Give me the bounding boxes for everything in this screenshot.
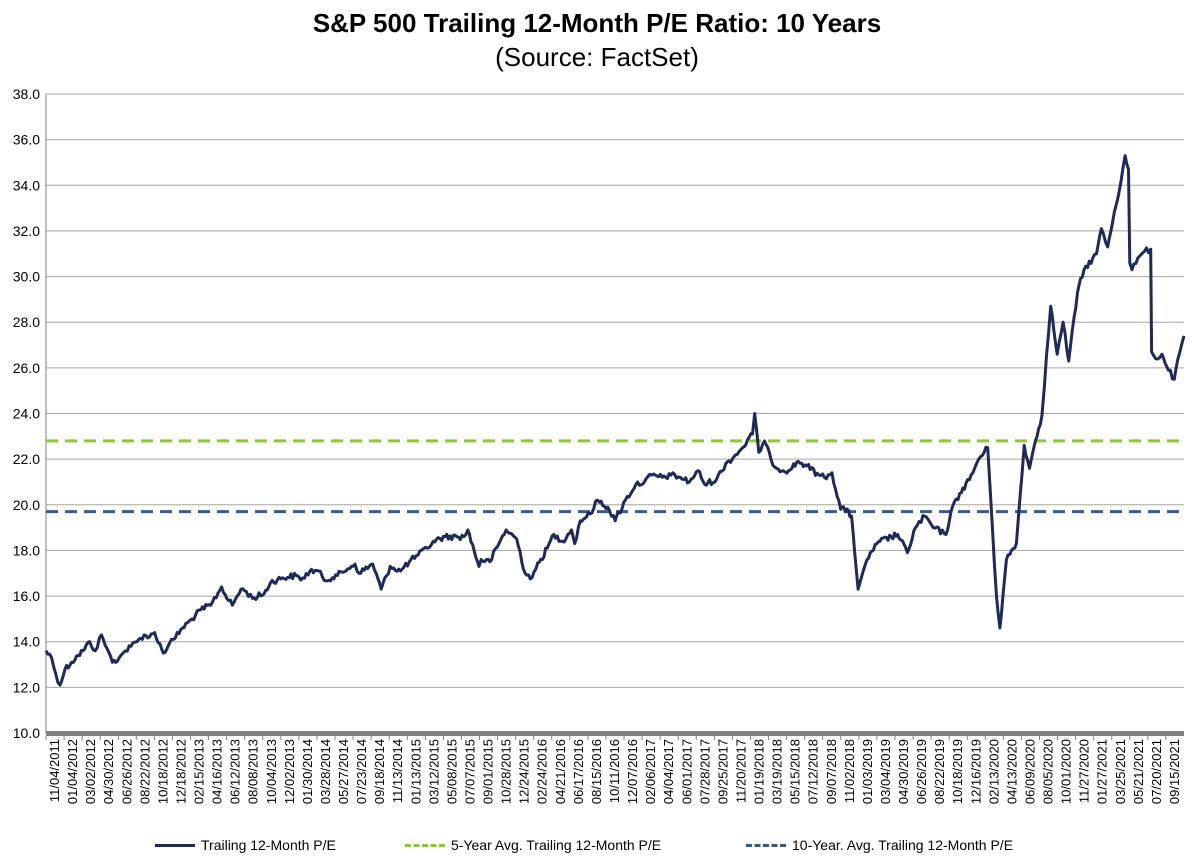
x-tick-label: 12/24/2015: [517, 739, 532, 804]
x-tick-label: 10/11/2016: [607, 739, 622, 803]
x-tick-label: 03/02/2012: [83, 739, 98, 804]
legend-swatch-10yr-avg: [746, 843, 786, 847]
legend-swatch-5yr-avg: [405, 843, 445, 847]
y-tick-label: 24.0: [13, 406, 40, 422]
legend-swatch-trailing-pe: [155, 843, 195, 847]
average-lines: [46, 439, 1184, 514]
x-tick-label: 01/19/2018: [752, 739, 767, 804]
x-tick-label: 11/02/2018: [842, 739, 857, 803]
legend-label-trailing-pe: Trailing 12-Month P/E: [201, 837, 336, 853]
chart-subtitle: (Source: FactSet): [495, 42, 699, 72]
series-layer: [44, 154, 1186, 687]
x-tick-label: 03/12/2015: [426, 739, 441, 804]
x-tick-label: 06/26/2012: [119, 739, 134, 804]
y-tick-label: 18.0: [13, 542, 40, 558]
x-tick-label: 09/01/2015: [481, 739, 496, 804]
y-tick-label: 38.0: [13, 86, 40, 102]
x-tick-label: 03/19/2018: [770, 739, 785, 804]
x-tick-label: 03/04/2019: [878, 739, 893, 804]
x-tick-label: 03/25/2021: [1113, 739, 1128, 804]
x-tick-label: 01/27/2021: [1095, 739, 1110, 804]
x-tick-label: 10/18/2019: [950, 739, 965, 804]
x-tick-label: 12/02/2013: [282, 739, 297, 804]
x-tick-label: 10/28/2015: [499, 739, 514, 804]
x-tick-label: 09/07/2018: [824, 739, 839, 804]
x-tick-label: 09/25/2017: [715, 739, 730, 804]
x-tick-label: 07/07/2015: [463, 739, 478, 804]
y-tick-label: 34.0: [13, 177, 40, 193]
x-tick-label: 11/20/2017: [733, 739, 748, 803]
x-tick-label: 05/27/2014: [336, 739, 351, 804]
legend-item-5yr-avg: 5-Year Avg. Trailing 12-Month P/E: [405, 836, 661, 854]
x-tick-label: 08/22/2012: [137, 739, 152, 804]
x-tick-label: 06/01/2017: [679, 739, 694, 804]
x-tick-label: 12/18/2012: [174, 739, 189, 804]
x-tick-label: 02/13/2020: [986, 739, 1001, 804]
y-tick-label: 28.0: [13, 314, 40, 330]
y-tick-label: 14.0: [13, 634, 40, 650]
grid-lines: [45, 93, 1184, 733]
x-tick-label: 06/17/2016: [571, 739, 586, 804]
x-tick-label: 02/06/2017: [643, 739, 658, 804]
x-tick-label: 10/01/2020: [1059, 739, 1074, 804]
x-tick-label: 09/15/2021: [1167, 739, 1182, 804]
legend-item-trailing-pe: Trailing 12-Month P/E: [155, 836, 336, 854]
y-tick-label: 16.0: [13, 588, 40, 604]
legend-label-10yr-avg: 10-Year. Avg. Trailing 12-Month P/E: [792, 837, 1014, 853]
x-tick-label: 10/04/2013: [264, 739, 279, 804]
x-tick-label: 01/04/2012: [65, 739, 80, 804]
x-tick-label: 09/18/2014: [372, 739, 387, 804]
x-axis-line: [46, 731, 1184, 736]
x-tick-label: 04/30/2019: [896, 739, 911, 804]
x-tick-label: 11/13/2014: [390, 739, 405, 803]
x-tick-label: 05/15/2018: [788, 739, 803, 804]
x-tick-label: 12/16/2019: [968, 739, 983, 804]
x-tick-label: 07/20/2021: [1149, 739, 1164, 804]
x-tick-label: 06/26/2019: [914, 739, 929, 804]
x-tick-label: 05/08/2015: [444, 739, 459, 804]
y-tick-label: 10.0: [13, 725, 40, 741]
legend-item-10yr-avg: 10-Year. Avg. Trailing 12-Month P/E: [746, 836, 1013, 854]
x-tick-label: 04/16/2013: [210, 739, 225, 804]
x-tick-label: 10/18/2012: [155, 739, 170, 804]
y-tick-label: 12.0: [13, 679, 40, 695]
trailing-pe-series-line: [44, 154, 1186, 687]
x-tick-label: 08/05/2020: [1041, 739, 1056, 804]
legend-label-5yr-avg: 5-Year Avg. Trailing 12-Month P/E: [451, 837, 662, 853]
x-tick-label: 01/30/2014: [300, 739, 315, 804]
x-tick-label: 07/28/2017: [697, 739, 712, 804]
x-axis: [45, 731, 1184, 740]
x-tick-label: 08/22/2019: [932, 739, 947, 804]
x-tick-label: 11/27/2020: [1077, 739, 1092, 803]
y-tick-label: 30.0: [13, 269, 40, 285]
y-tick-label: 22.0: [13, 451, 40, 467]
x-tick-label: 05/21/2021: [1131, 739, 1146, 804]
x-tick-label: 08/08/2013: [246, 739, 261, 804]
x-tick-label: 07/23/2014: [354, 739, 369, 804]
y-tick-label: 20.0: [13, 497, 40, 513]
x-axis-tick-labels: 11/04/2011 01/04/2012 03/02/2012 04/30/2012…: [47, 739, 1182, 804]
y-tick-label: 36.0: [13, 132, 40, 148]
x-tick-label: 07/12/2018: [806, 739, 821, 804]
x-tick-label: 04/30/2012: [101, 739, 116, 804]
x-tick-label: 06/12/2013: [228, 739, 243, 804]
chart-title: S&P 500 Trailing 12-Month P/E Ratio: 10 …: [312, 8, 882, 38]
y-tick-label: 32.0: [13, 223, 40, 239]
x-tick-label: 02/15/2013: [192, 739, 207, 804]
x-tick-label: 04/04/2017: [661, 739, 676, 804]
y-tick-label: 26.0: [13, 360, 40, 376]
x-tick-label: 12/07/2016: [625, 739, 640, 804]
x-tick-label: 04/13/2020: [1004, 739, 1019, 804]
x-tick-label: 01/13/2015: [408, 739, 423, 804]
x-tick-label: 02/24/2016: [535, 739, 550, 804]
x-tick-label: 04/21/2016: [553, 739, 568, 804]
x-tick-label: 03/28/2014: [318, 739, 333, 804]
x-tick-label: 11/04/2011: [47, 739, 62, 802]
y-axis-tick-labels: 10.0 12.0 14.0 16.0 18.0 20.0 22.0 24.0 26.0 28.0…: [13, 86, 40, 741]
x-tick-label: 08/15/2016: [589, 739, 604, 804]
x-tick-label: 01/03/2019: [860, 739, 875, 804]
x-tick-label: 06/09/2020: [1023, 739, 1038, 804]
